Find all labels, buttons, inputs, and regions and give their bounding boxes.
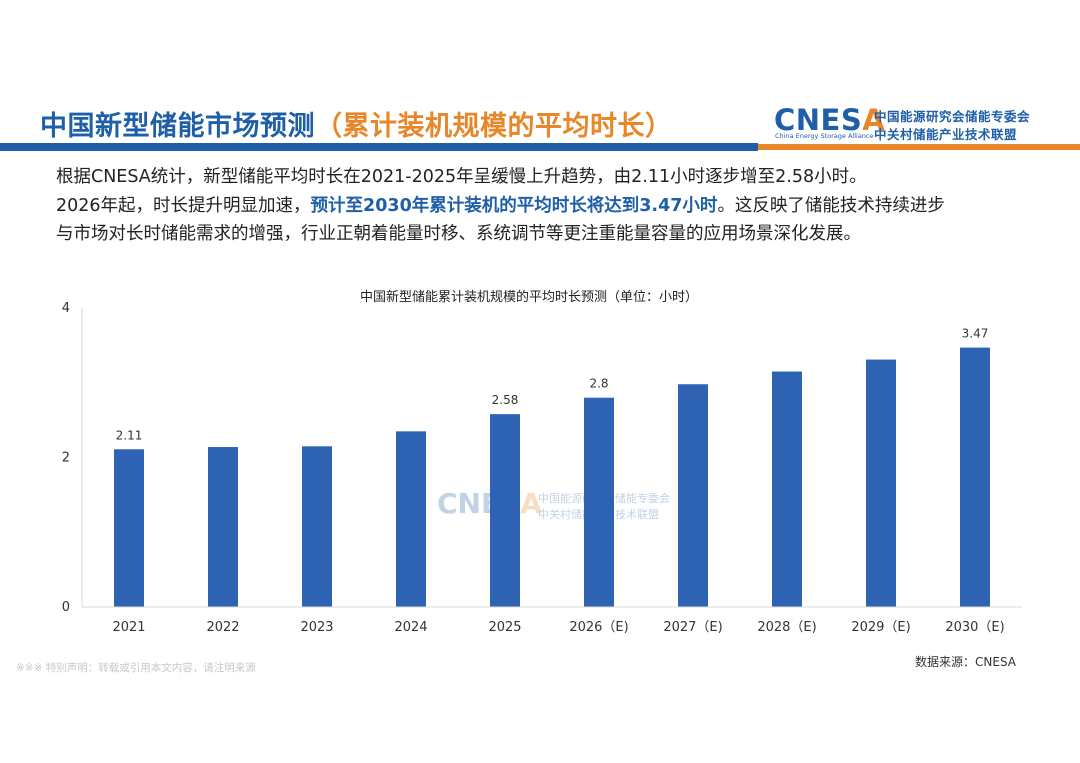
page-title-sub: （累计装机规模的平均时长）: [315, 111, 673, 142]
x-tick-label: 2022: [206, 620, 239, 635]
y-axis: 0 2 4: [62, 301, 83, 615]
logo-tagline: China Energy Storage Alliance: [775, 132, 874, 140]
data-label: 2.58: [492, 393, 519, 407]
bars: [114, 347, 990, 607]
summary-line-2-end: 。这反映了储能技术持续进步: [717, 195, 945, 216]
y-tick-label: 0: [62, 600, 70, 615]
x-tick-label: 2024: [394, 620, 427, 635]
data-label: 2.11: [116, 428, 143, 442]
header-divider-orange: [758, 144, 1080, 150]
chart-title: 中国新型储能累计装机规模的平均时长预测（单位：小时）: [360, 289, 698, 305]
x-tick-label: 2030（E): [945, 620, 1004, 635]
x-tick-label: 2023: [300, 620, 333, 635]
bar-2021: [114, 449, 144, 607]
page-title-main: 中国新型储能市场预测: [40, 111, 315, 142]
y-tick-label: 2: [62, 451, 70, 466]
logo-wordmark: CNESA: [774, 103, 886, 137]
x-tick-label: 2021: [112, 620, 145, 635]
y-tick-label: 4: [62, 301, 70, 316]
bar-2026: [584, 397, 614, 607]
x-tick-label: 2028（E): [757, 620, 816, 635]
summary-line-2-start: 2026年起，时长提升明显加速，: [56, 195, 311, 216]
bar-2023: [302, 446, 332, 607]
summary-paragraph: 根据CNESA统计，新型储能平均时长在2021-2025年呈缓慢上升趋势，由2.…: [56, 163, 1056, 249]
data-labels: 2.11 2.58 2.8 3.47: [116, 327, 989, 443]
bar-2025: [490, 414, 520, 607]
bar-2028: [772, 371, 802, 607]
page-title: 中国新型储能市场预测（累计装机规模的平均时长）: [40, 104, 673, 143]
logo-org-line1: 中国能源研究会储能专委会: [874, 109, 1031, 124]
x-tick-label: 2029（E): [851, 620, 910, 635]
logo-org-line2: 中关村储能产业技术联盟: [874, 127, 1018, 142]
x-tick-label: 2026（E): [569, 620, 628, 635]
bar-2022: [208, 447, 238, 607]
summary-highlight: 预计至2030年累计装机的平均时长将达到3.47小时: [310, 195, 718, 216]
x-axis: 2021 2022 2023 2024 2025 2026（E) 2027（E) 2028（E…: [82, 606, 1022, 635]
cnesa-logo: CNESA China Energy Storage Alliance 中国能源…: [774, 103, 1044, 143]
data-label: 2.8: [589, 377, 608, 391]
x-tick-label: 2025: [488, 620, 521, 635]
summary-line-2: 2026年起，时长提升明显加速，预计至2030年累计装机的平均时长将达到3.47…: [56, 192, 1056, 221]
x-tick-label: 2027（E): [663, 620, 722, 635]
bar-2024: [396, 431, 426, 607]
data-source: 数据来源：CNESA: [915, 655, 1016, 669]
summary-line-3: 与市场对长时储能需求的增强，行业正朝着能量时移、系统调节等更注重能量容量的应用场…: [56, 224, 861, 244]
watermark-wordmark: CNESA: [437, 487, 542, 520]
watermark: CNESA 中国能源研究会储能专委会 中关村储能产业技术联盟: [437, 487, 670, 521]
footnote: ※※※ 特别声明：转载或引用本文内容，请注明来源: [16, 662, 256, 674]
bar-2029: [866, 359, 896, 607]
bar-2030: [960, 347, 990, 607]
data-label: 3.47: [962, 327, 989, 341]
bar-2027: [678, 384, 708, 607]
summary-line-1: 根据CNESA统计，新型储能平均时长在2021-2025年呈缓慢上升趋势，由2.…: [56, 167, 867, 187]
header-divider-blue: [0, 143, 758, 151]
